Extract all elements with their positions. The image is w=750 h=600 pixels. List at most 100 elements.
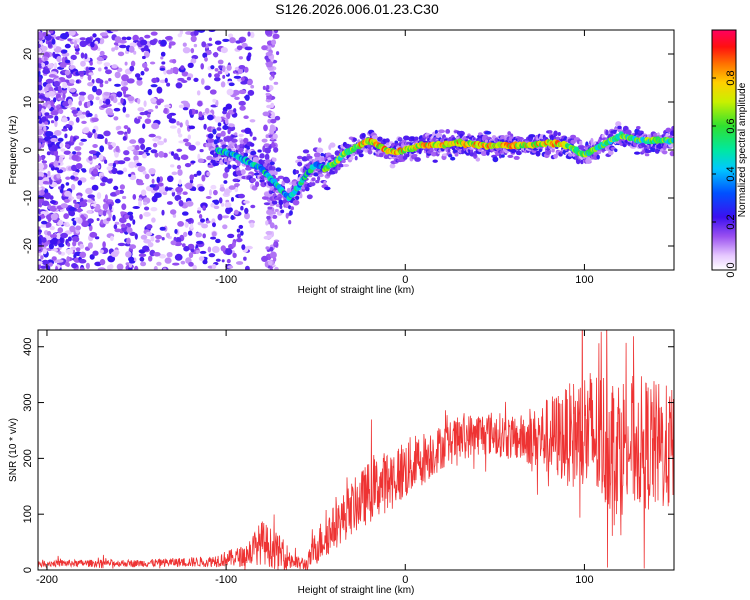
heatmap-cell	[272, 33, 280, 39]
heatmap-cell	[150, 97, 157, 103]
colorbar-tick-label: 0.0	[725, 262, 737, 277]
heatmap-cell	[58, 186, 62, 190]
heatmap-cell	[92, 250, 99, 256]
y-tick-label: 300	[22, 393, 34, 411]
heatmap-cell	[273, 81, 279, 85]
heatmap-cell	[44, 121, 49, 125]
heatmap-cell	[95, 37, 101, 42]
heatmap-cell	[78, 91, 87, 96]
heatmap-cell	[227, 164, 232, 170]
heatmap-cell	[168, 118, 176, 124]
heatmap-cell	[272, 257, 277, 262]
heatmap-cell	[222, 224, 228, 230]
heatmap-cell	[133, 150, 139, 156]
heatmap-cell	[71, 109, 79, 115]
heatmap-cell	[644, 153, 650, 157]
heatmap-cell	[198, 111, 203, 118]
heatmap-cell	[186, 76, 191, 81]
heatmap-cell	[538, 148, 543, 153]
heatmap-cell	[43, 56, 48, 62]
heatmap-cell	[246, 146, 250, 150]
heatmap-cell	[38, 251, 42, 257]
heatmap-cell	[176, 164, 182, 170]
heatmap-cell	[243, 256, 247, 261]
heatmap-cell	[190, 160, 196, 164]
heatmap-cell	[195, 141, 201, 146]
heatmap-cell	[244, 94, 250, 101]
heatmap-cell	[91, 117, 99, 123]
heatmap-cell	[579, 140, 583, 145]
heatmap-cell	[501, 154, 505, 158]
heatmap-cell	[56, 169, 64, 174]
heatmap-cell	[60, 33, 68, 40]
heatmap-cell	[210, 65, 215, 70]
heatmap-cell	[190, 35, 197, 43]
heatmap-cell	[213, 199, 220, 205]
x-tick-label: -200	[36, 274, 58, 286]
heatmap-cell	[160, 51, 166, 57]
heatmap-cell	[596, 154, 600, 160]
heatmap-cell	[223, 180, 228, 184]
heatmap-cell	[50, 200, 56, 204]
heatmap-cell	[193, 30, 199, 36]
heatmap-cell	[389, 163, 396, 169]
heatmap-cell	[150, 207, 158, 212]
heatmap-cell	[148, 133, 156, 138]
heatmap-cell	[124, 61, 128, 66]
heatmap-cell	[38, 31, 43, 39]
heatmap-cell	[535, 150, 541, 157]
heatmap-cell	[108, 78, 112, 82]
heatmap-cell	[548, 130, 553, 134]
heatmap-cell	[60, 232, 68, 239]
heatmap-cell	[54, 167, 60, 171]
heatmap-cell	[192, 264, 197, 270]
heatmap-cell	[183, 245, 190, 252]
heatmap-cell	[352, 137, 357, 142]
heatmap-cell	[133, 50, 137, 55]
heatmap-cell	[143, 100, 147, 107]
heatmap-cell	[225, 118, 229, 125]
heatmap-cell	[38, 187, 42, 191]
heatmap-cell	[240, 205, 244, 211]
heatmap-cell	[272, 157, 277, 163]
heatmap-cell	[157, 140, 165, 146]
heatmap-cell	[38, 123, 44, 127]
heatmap-cell	[160, 39, 167, 47]
heatmap-cell	[233, 108, 237, 113]
heatmap-cell	[92, 85, 97, 93]
heatmap-cell	[103, 130, 111, 137]
heatmap-cell	[158, 151, 165, 158]
heatmap-cell	[140, 189, 147, 197]
heatmap-cell	[67, 98, 73, 105]
heatmap-cell	[56, 105, 60, 111]
heatmap-cell	[432, 159, 438, 163]
heatmap-cell	[136, 162, 143, 167]
heatmap-cell	[215, 258, 221, 262]
heatmap-cell	[57, 85, 62, 92]
heatmap-cell	[114, 71, 121, 79]
heatmap-cell	[38, 119, 43, 124]
heatmap-cell	[119, 217, 127, 224]
heatmap-cell	[120, 211, 125, 215]
heatmap-cell	[122, 88, 127, 96]
heatmap-cell	[671, 137, 674, 143]
heatmap-cell	[234, 143, 238, 149]
heatmap-cell	[297, 161, 303, 167]
heatmap-cell	[76, 195, 82, 200]
heatmap-cell	[241, 244, 246, 251]
colorbar-tick-label: 0.4	[725, 166, 737, 181]
heatmap-cell	[38, 67, 41, 72]
heatmap-cell	[51, 256, 57, 261]
heatmap-cell	[96, 192, 102, 200]
heatmap-cell	[113, 224, 118, 230]
heatmap-cell	[197, 100, 203, 107]
heatmap-cell	[266, 85, 270, 90]
heatmap-cell	[41, 220, 48, 225]
heatmap-cell	[42, 68, 51, 75]
heatmap-cell	[53, 78, 60, 83]
heatmap-cell	[65, 182, 70, 186]
y-tick-label: 100	[22, 505, 34, 523]
heatmap-cell	[230, 215, 235, 220]
heatmap-cell	[295, 170, 300, 174]
heatmap-cell	[40, 255, 44, 260]
